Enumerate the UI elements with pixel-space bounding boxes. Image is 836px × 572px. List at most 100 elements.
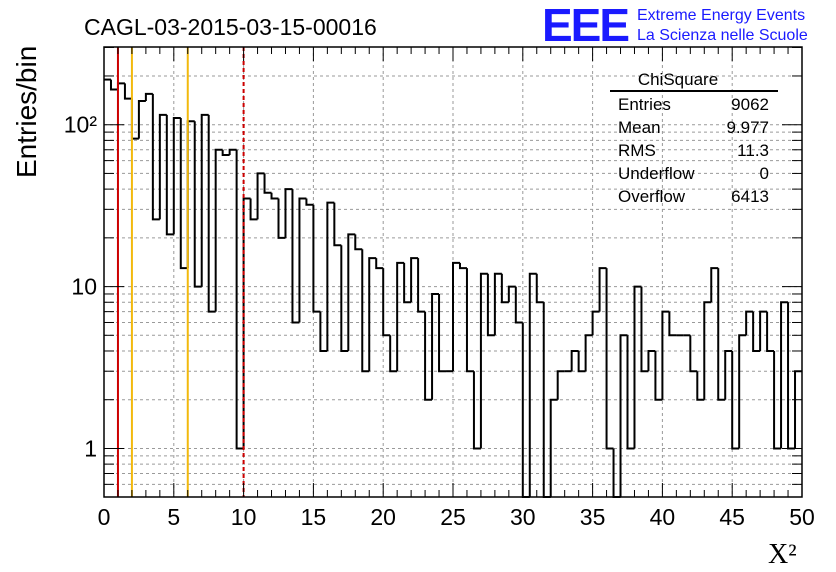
histogram-bin xyxy=(361,249,370,373)
stats-label: Overflow xyxy=(618,187,686,206)
histogram-bin xyxy=(151,93,160,221)
histogram-bin xyxy=(654,350,663,401)
axes: 0 5 10 15 20 25 30 35 40 45 50 1 10 10² xyxy=(64,46,815,530)
histogram-bin xyxy=(438,293,447,373)
stats-box: ChiSquare Entries 9062 Mean 9.977 RMS 11.3 Und… xyxy=(610,70,778,206)
histogram-bin xyxy=(333,202,342,247)
y-tick-label: 10² xyxy=(64,112,98,138)
histogram-bin xyxy=(214,148,223,312)
histogram-bin xyxy=(689,335,698,373)
histogram-bin xyxy=(633,285,642,449)
stats-label: RMS xyxy=(618,141,656,160)
histogram-bin xyxy=(626,335,635,450)
histogram-bin xyxy=(591,310,600,336)
histogram-bin xyxy=(738,334,747,449)
histogram-bin xyxy=(598,267,607,312)
histogram-bin xyxy=(137,100,146,139)
x-tick-label: 15 xyxy=(301,504,327,530)
histogram-bin xyxy=(780,301,789,449)
x-tick-label: 10 xyxy=(231,504,257,530)
histogram-bin xyxy=(172,116,181,235)
histogram-bin xyxy=(123,83,132,100)
histogram-bin xyxy=(179,117,188,270)
eee-logo-line1: Extreme Energy Events xyxy=(637,7,805,24)
histogram-bin xyxy=(710,267,719,303)
stats-title: ChiSquare xyxy=(638,70,718,89)
histogram-bin xyxy=(493,272,502,336)
histogram-bin xyxy=(228,148,237,155)
histogram-bin xyxy=(696,371,705,401)
stats-value: 0 xyxy=(760,164,769,183)
histogram-bin xyxy=(263,173,272,194)
histogram-bin xyxy=(368,257,377,372)
histogram-bin xyxy=(458,262,467,270)
histogram-bin xyxy=(528,272,537,497)
histogram-bin xyxy=(235,149,244,450)
histogram-bin xyxy=(389,335,398,373)
histogram-bin xyxy=(549,398,558,497)
y-tick-label: 1 xyxy=(84,435,97,461)
threshold-lines xyxy=(116,47,245,497)
histogram-bin xyxy=(165,114,174,236)
histogram-bin xyxy=(500,273,509,304)
histogram-bin xyxy=(766,311,775,352)
histogram-bin xyxy=(221,149,230,156)
x-tick-label: 45 xyxy=(719,504,745,530)
stats-rows: Entries 9062 Mean 9.977 RMS 11.3 Underflow 0 Ove… xyxy=(618,95,769,206)
histogram-bin xyxy=(249,198,258,221)
histogram-bin xyxy=(319,311,328,352)
histogram-bin xyxy=(745,310,754,336)
histogram-bin xyxy=(354,234,363,251)
x-tick-label: 5 xyxy=(167,504,180,530)
x-tick-label: 50 xyxy=(789,504,815,530)
histogram-bin xyxy=(326,201,335,351)
stats-label: Mean xyxy=(618,118,661,137)
histogram-bin xyxy=(507,285,516,303)
histogram-bin xyxy=(465,268,474,373)
histogram-bin xyxy=(403,262,412,304)
histogram-bin xyxy=(207,114,216,313)
histogram-bin xyxy=(619,334,628,497)
histogram-bin xyxy=(640,286,649,373)
histogram-bin xyxy=(396,261,405,372)
histogram-bin xyxy=(431,292,440,400)
x-axis-label: X² xyxy=(768,539,797,570)
x-tick-label: 0 xyxy=(98,504,111,530)
histogram-bin xyxy=(340,245,349,352)
histogram-bin xyxy=(717,268,726,401)
chart-title: CAGL-03-2015-03-15-00016 xyxy=(84,14,377,40)
histogram-bin xyxy=(382,268,391,337)
histogram-bin xyxy=(668,311,677,337)
histogram-bin xyxy=(424,311,433,401)
x-tick-label: 20 xyxy=(370,504,396,530)
histogram-bin xyxy=(773,350,782,450)
y-tick-label: 10 xyxy=(71,274,97,300)
y-axis-label: Entries/bin xyxy=(11,46,42,178)
histogram-bin xyxy=(731,350,740,450)
histogram-bin xyxy=(535,273,544,304)
stats-value: 9062 xyxy=(731,95,769,114)
histogram-bin xyxy=(193,121,202,288)
eee-logo-mark: EEE xyxy=(542,0,628,51)
histogram-bin xyxy=(486,273,495,337)
histogram-bin xyxy=(144,92,153,102)
histogram-bin xyxy=(724,349,733,400)
histogram-bin xyxy=(109,79,118,91)
histogram-bin xyxy=(256,172,265,220)
histogram-bin xyxy=(312,204,321,313)
histogram-bin xyxy=(298,197,307,323)
histogram-bin xyxy=(570,349,579,372)
histogram-bin xyxy=(200,113,209,287)
histogram-bin xyxy=(347,233,356,351)
histogram-bin xyxy=(605,268,614,450)
x-tick-label: 30 xyxy=(510,504,536,530)
x-tick-label: 35 xyxy=(580,504,606,530)
histogram-bin xyxy=(158,113,167,220)
histogram-bin xyxy=(452,261,460,372)
histogram-bin xyxy=(277,198,286,239)
histogram-bin xyxy=(752,311,761,352)
histogram-bin xyxy=(479,272,488,449)
histogram-bin xyxy=(584,334,593,372)
histogram-bin xyxy=(556,370,565,400)
histogram-bin xyxy=(703,301,712,400)
